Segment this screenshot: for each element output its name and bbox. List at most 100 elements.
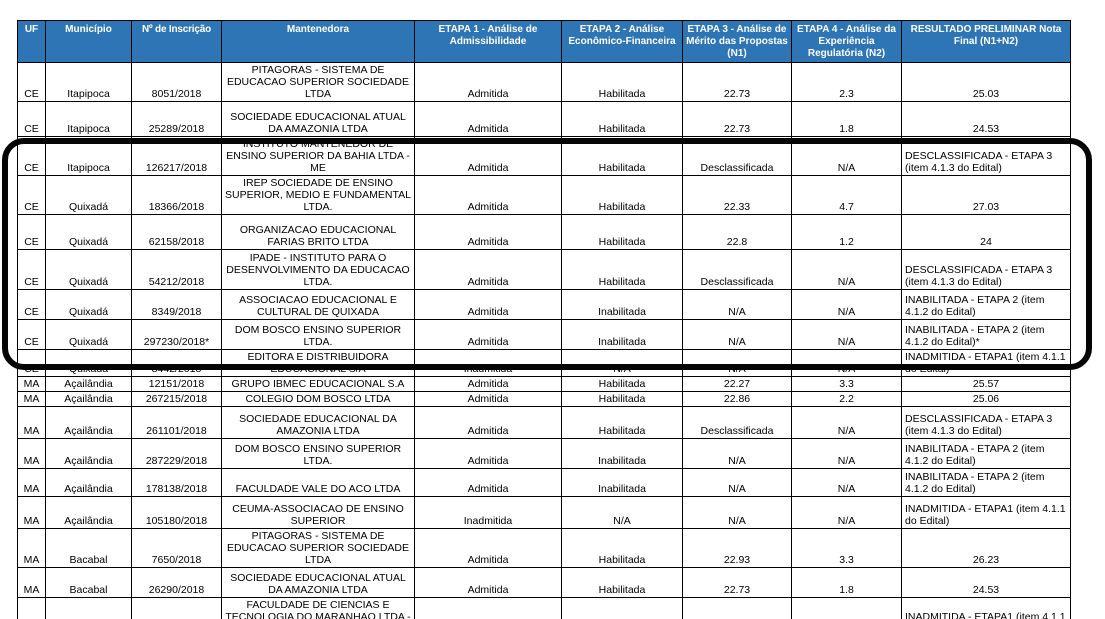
cell-etapa4: N/A — [791, 468, 902, 497]
cell-resultado: INABILITADA - ETAPA 2 (item 4.1.2 do Edi… — [901, 438, 1071, 469]
cell-municipio: Açailândia — [45, 468, 132, 497]
cell-uf: MA — [17, 567, 46, 598]
cell-uf: CE — [17, 175, 46, 215]
cell-etapa2: N/A — [561, 597, 683, 619]
cell-etapa3: N/A — [682, 597, 792, 619]
table-row: MA Açailândia 261101/2018 SOCIEDADE EDUCACI… — [17, 406, 1071, 439]
cell-resultado: 24 — [901, 214, 1071, 250]
cell-uf: CE — [17, 214, 46, 250]
table-row: CE Quixadá 18366/2018 IREP SOCIEDADE DE ENS… — [17, 175, 1071, 215]
table-body: CE Itapipoca 8051/2018 PITAGORAS - SISTEMA … — [17, 62, 1071, 619]
cell-mantenedora: ASSOCIACAO EDUCACIONAL E CULTURAL DE QUI… — [221, 289, 415, 320]
cell-uf: CE — [17, 349, 46, 377]
cell-etapa3: 22.86 — [682, 391, 792, 407]
cell-municipio: Bacabal — [45, 597, 132, 619]
cell-mantenedora: PITAGORAS - SISTEMA DE EDUCACAO SUPERIOR… — [221, 528, 415, 568]
cell-etapa1: Admitida — [414, 376, 562, 392]
cell-etapa4: N/A — [791, 319, 902, 350]
header-etapa3: ETAPA 3 - Análise de Mérito das Proposta… — [682, 20, 792, 63]
cell-municipio: Açailândia — [45, 391, 132, 407]
cell-resultado: INABILITADA - ETAPA 2 (item 4.1.2 do Edi… — [901, 468, 1071, 497]
header-row: UF Município Nº de Inscrição Mantenedora ETA… — [17, 20, 1071, 63]
cell-resultado: 24.53 — [901, 567, 1071, 598]
cell-uf: MA — [17, 406, 46, 439]
cell-etapa2: Habilitada — [561, 376, 683, 392]
cell-municipio: Itapipoca — [45, 136, 132, 176]
cell-uf: MA — [17, 438, 46, 469]
cell-municipio: Açailândia — [45, 406, 132, 439]
cell-inscricao: 178138/2018 — [131, 468, 222, 497]
cell-etapa2: Habilitada — [561, 391, 683, 407]
table-row: CE Quixadá 8442/2018 EDITORA E DISTRIBUIDOR… — [17, 349, 1071, 377]
cell-municipio: Quixadá — [45, 319, 132, 350]
cell-etapa4: 4.7 — [791, 175, 902, 215]
cell-inscricao: 267215/2018 — [131, 391, 222, 407]
header-etapa2: ETAPA 2 - Análise Econômico-Financeira — [561, 20, 683, 63]
cell-etapa4: N/A — [791, 597, 902, 619]
cell-etapa2: Habilitada — [561, 62, 683, 102]
cell-resultado: INABILITADA - ETAPA 2 (item 4.1.2 do Edi… — [901, 319, 1071, 350]
cell-inscricao: 8051/2018 — [131, 62, 222, 102]
cell-etapa1: Admitida — [414, 214, 562, 250]
cell-etapa4: N/A — [791, 438, 902, 469]
cell-resultado: INADMITIDA - ETAPA1 (item 4.1.1 do Edita… — [901, 496, 1071, 529]
cell-mantenedora: SOCIEDADE EDUCACIONAL ATUAL DA AMAZONIA … — [221, 567, 415, 598]
cell-etapa1: Admitida — [414, 406, 562, 439]
cell-etapa4: N/A — [791, 289, 902, 320]
cell-uf: MA — [17, 468, 46, 497]
cell-etapa3: 22.33 — [682, 175, 792, 215]
cell-etapa3: 22.73 — [682, 62, 792, 102]
cell-etapa1: Admitida — [414, 136, 562, 176]
cell-municipio: Bacabal — [45, 528, 132, 568]
cell-mantenedora: PITAGORAS - SISTEMA DE EDUCACAO SUPERIOR… — [221, 62, 415, 102]
cell-resultado: 25.06 — [901, 391, 1071, 407]
cell-uf: CE — [17, 62, 46, 102]
cell-etapa4: N/A — [791, 136, 902, 176]
cell-etapa4: 1.8 — [791, 567, 902, 598]
cell-etapa3: 22.73 — [682, 567, 792, 598]
cell-municipio: Quixadá — [45, 249, 132, 290]
cell-etapa1: Admitida — [414, 62, 562, 102]
table-row: CE Quixadá 297230/2018* DOM BOSCO ENSINO SU… — [17, 319, 1071, 350]
cell-uf: CE — [17, 136, 46, 176]
cell-etapa2: Inabilitada — [561, 319, 683, 350]
table-row: MA Açailândia 267215/2018 COLEGIO DOM BOSCO… — [17, 391, 1071, 407]
cell-etapa3: 22.8 — [682, 214, 792, 250]
cell-etapa3: Desclassificada — [682, 136, 792, 176]
cell-inscricao: 126217/2018 — [131, 136, 222, 176]
cell-resultado: 27.03 — [901, 175, 1071, 215]
cell-resultado: DESCLASSIFICADA - ETAPA 3 (item 4.1.3 do… — [901, 249, 1071, 290]
header-mantenedora: Mantenedora — [221, 20, 415, 63]
cell-uf: MA — [17, 376, 46, 392]
cell-etapa3: N/A — [682, 438, 792, 469]
cell-inscricao: 287229/2018 — [131, 438, 222, 469]
header-etapa4: ETAPA 4 - Análise da Experiência Regulat… — [791, 20, 902, 63]
cell-mantenedora: FACULDADE DE CIENCIAS E TECNOLOGIA DO MA… — [221, 597, 415, 619]
cell-etapa4: N/A — [791, 406, 902, 439]
cell-mantenedora: INSTITUTO MANTENEDOR DE ENSINO SUPERIOR … — [221, 136, 415, 176]
cell-resultado: 26.23 — [901, 528, 1071, 568]
header-inscricao: Nº de Inscrição — [131, 20, 222, 63]
cell-etapa3: Desclassificada — [682, 406, 792, 439]
cell-municipio: Quixadá — [45, 214, 132, 250]
cell-resultado: DESCLASSIFICADA - ETAPA 3 (item 4.1.3 do… — [901, 406, 1071, 439]
cell-etapa2: Habilitada — [561, 175, 683, 215]
cell-uf: CE — [17, 319, 46, 350]
cell-mantenedora: FACULDADE VALE DO ACO LTDA — [221, 468, 415, 497]
cell-resultado: 25.57 — [901, 376, 1071, 392]
cell-etapa3: 22.73 — [682, 101, 792, 137]
cell-etapa2: N/A — [561, 496, 683, 529]
cell-etapa2: Inabilitada — [561, 468, 683, 497]
table-row: CE Quixadá 54212/2018 IPADE - INSTITUTO PAR… — [17, 249, 1071, 290]
cell-mantenedora: SOCIEDADE EDUCACIONAL DA AMAZONIA LTDA — [221, 406, 415, 439]
cell-mantenedora: EDITORA E DISTRIBUIDORA EDUCACIONAL S/A — [221, 349, 415, 377]
cell-mantenedora: DOM BOSCO ENSINO SUPERIOR LTDA. — [221, 319, 415, 350]
cell-municipio: Quixadá — [45, 289, 132, 320]
cell-etapa4: N/A — [791, 496, 902, 529]
cell-inscricao: 62158/2018 — [131, 214, 222, 250]
cell-uf: CE — [17, 101, 46, 137]
cell-etapa1: Admitida — [414, 319, 562, 350]
cell-mantenedora: CEUMA-ASSOCIACAO DE ENSINO SUPERIOR — [221, 496, 415, 529]
cell-etapa2: Habilitada — [561, 136, 683, 176]
